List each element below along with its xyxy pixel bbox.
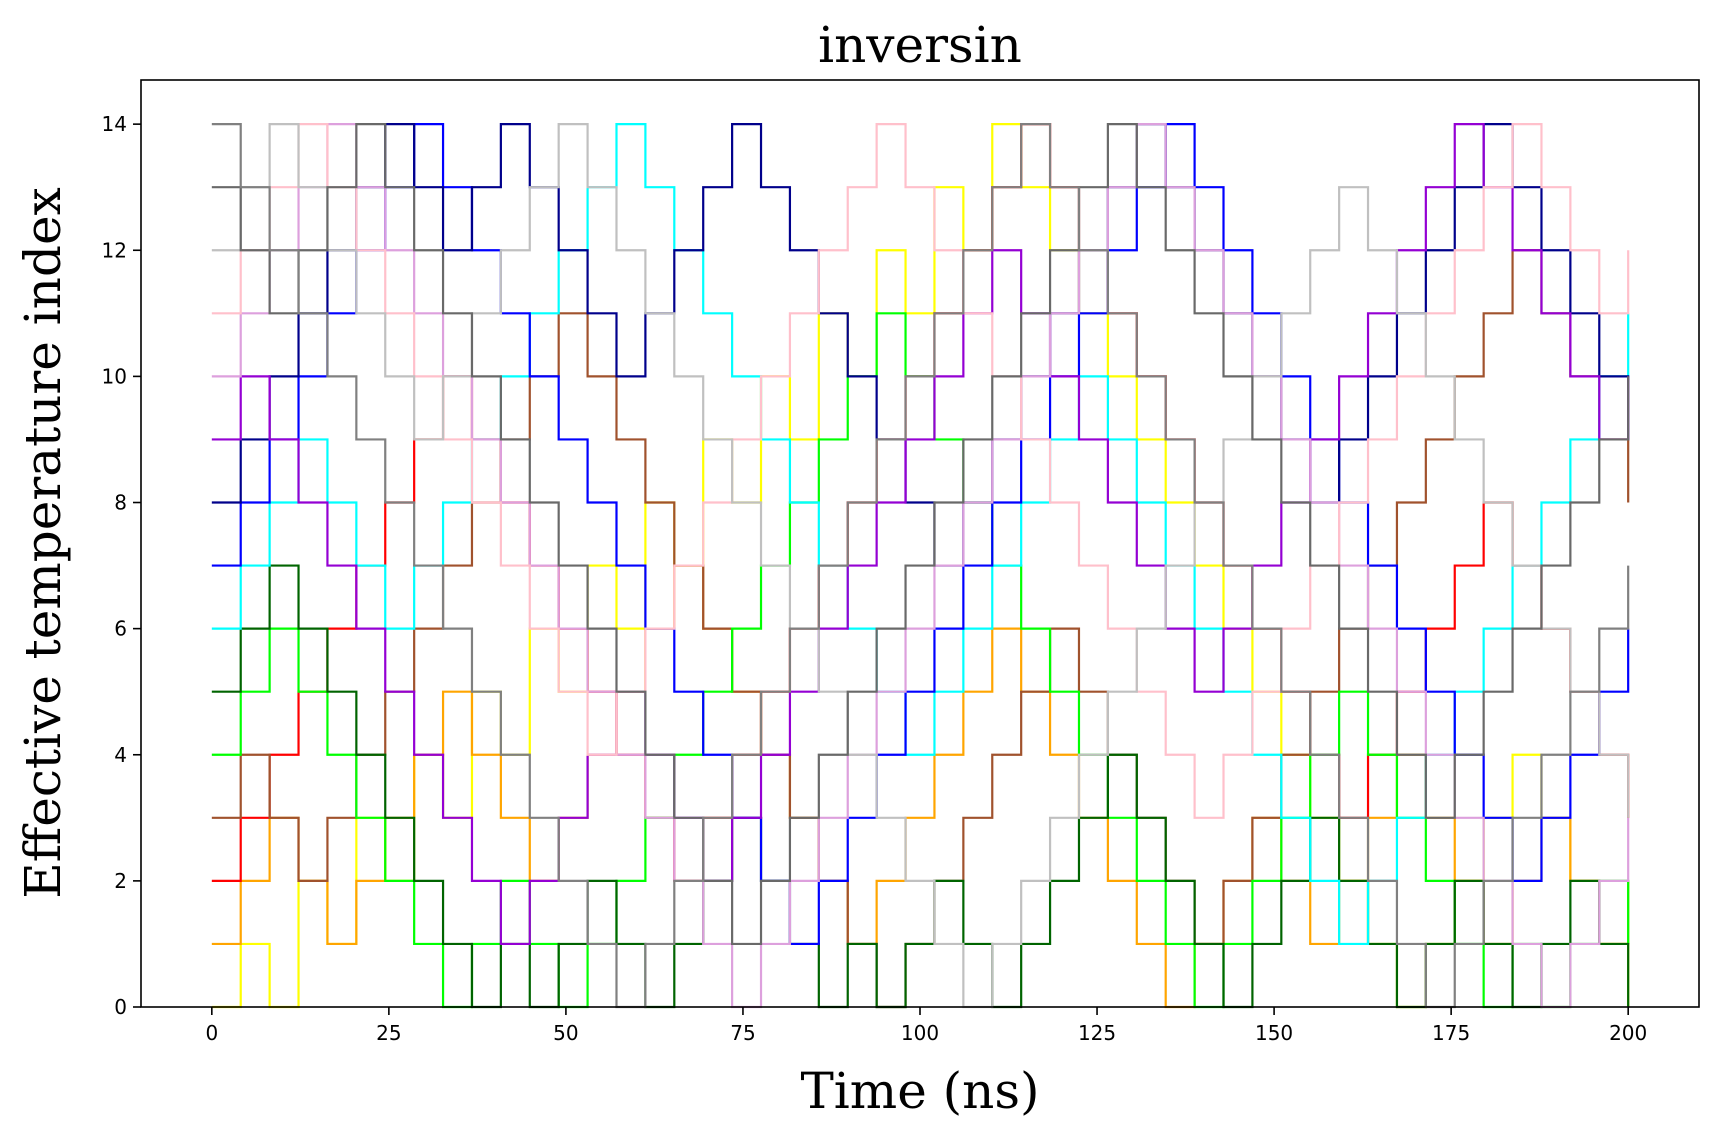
y-axis: 0 2 4 6 8 10 12 14 — [102, 112, 141, 1019]
series-line-5 — [211, 564, 1630, 1009]
series-line-7 — [211, 123, 1630, 946]
series-line-1 — [211, 564, 1630, 1009]
x-tick-label: 100 — [901, 1021, 939, 1045]
y-tick-label: 14 — [102, 112, 127, 136]
series-group — [211, 123, 1630, 1009]
series-line-6 — [211, 123, 1630, 946]
x-tick-label: 0 — [205, 1021, 218, 1045]
x-tick-label: 175 — [1432, 1021, 1470, 1045]
x-tick-label: 50 — [553, 1021, 578, 1045]
y-tick-label: 12 — [102, 238, 127, 262]
x-axis-label: Time (ns) — [800, 1062, 1039, 1120]
y-tick-label: 4 — [114, 743, 127, 767]
y-tick-label: 8 — [114, 491, 127, 515]
series-line-8 — [211, 123, 1630, 567]
series-line-13 — [211, 123, 1630, 946]
y-tick-label: 10 — [102, 364, 127, 388]
series-line-12 — [211, 123, 1630, 1009]
y-tick-label: 6 — [114, 617, 127, 641]
y-axis-label: Effective temperature index — [14, 187, 72, 899]
series-line-4 — [211, 312, 1630, 1009]
plot-frame — [140, 79, 1700, 1008]
x-tick-label: 200 — [1609, 1021, 1647, 1045]
x-tick-label: 25 — [376, 1021, 401, 1045]
series-line-11 — [211, 123, 1630, 819]
x-tick-label: 150 — [1255, 1021, 1293, 1045]
x-tick-label: 125 — [1078, 1021, 1116, 1045]
y-tick-label: 0 — [114, 995, 127, 1019]
series-line-14 — [211, 123, 1630, 1009]
series-line-9 — [211, 123, 1630, 946]
chart-title: inversin — [818, 16, 1022, 74]
x-tick-label: 75 — [730, 1021, 755, 1045]
x-axis: 0 25 50 75 100 125 150 175 200 — [205, 1007, 1647, 1045]
y-tick-label: 2 — [114, 869, 127, 893]
